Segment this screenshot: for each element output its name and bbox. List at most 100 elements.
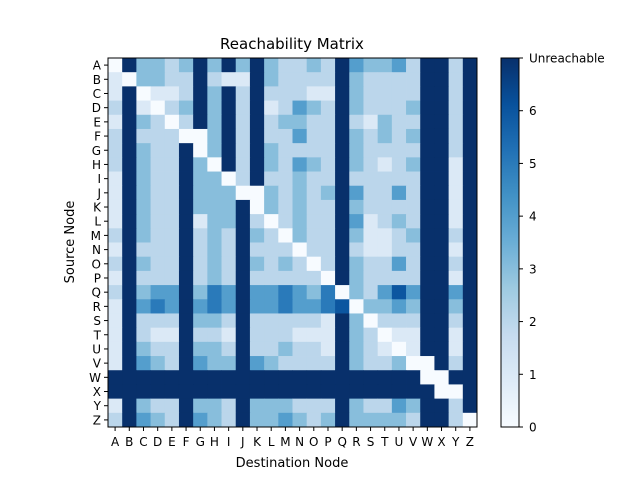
heatmap-cell (278, 199, 293, 215)
y-tick-label: R (93, 300, 101, 314)
heatmap-cell (434, 100, 450, 116)
heatmap-cell (320, 299, 336, 314)
heatmap-cell (150, 58, 166, 73)
heatmap-cell (448, 100, 464, 116)
heatmap-cell (193, 327, 208, 343)
heatmap-cell (249, 299, 265, 314)
heatmap-cell (363, 412, 379, 428)
heatmap-cell (235, 58, 251, 73)
heatmap-cell (292, 114, 308, 130)
heatmap-cell (335, 157, 350, 172)
colorbar-tick-label: 2 (529, 315, 537, 329)
y-tick-label: Y (93, 399, 102, 413)
heatmap-cell (136, 412, 151, 428)
heatmap-cell (108, 412, 123, 428)
heatmap-cell (320, 72, 336, 87)
heatmap-cell (349, 384, 364, 400)
heatmap-cell (122, 341, 137, 357)
heatmap-cell (320, 270, 336, 286)
heatmap-cell (164, 398, 180, 414)
heatmap-cell (122, 58, 137, 73)
heatmap-cell (264, 228, 279, 243)
heatmap-cell (420, 398, 435, 414)
heatmap-cell (136, 398, 151, 414)
heatmap-cell (136, 370, 151, 385)
heatmap-cell (122, 100, 137, 116)
heatmap-cell (235, 299, 251, 314)
heatmap-cell (363, 341, 379, 357)
heatmap-cell (278, 242, 293, 258)
heatmap-cell (235, 86, 251, 101)
x-tick-label: Q (337, 435, 346, 449)
heatmap-cell (207, 143, 222, 158)
y-tick-label: I (97, 172, 101, 186)
heatmap-cell (391, 228, 407, 243)
heatmap-cell (122, 128, 137, 144)
heatmap-cell (349, 370, 364, 385)
heatmap-cell (164, 242, 180, 258)
heatmap-cell (108, 157, 123, 172)
heatmap-cell (349, 270, 364, 286)
heatmap-cell (150, 327, 166, 343)
heatmap-cell (278, 114, 293, 130)
heatmap-cell (164, 199, 180, 215)
heatmap-cell (136, 242, 151, 258)
heatmap-cell (349, 256, 364, 272)
heatmap-cell (136, 185, 151, 201)
heatmap-cell (448, 214, 464, 229)
heatmap-cell (164, 58, 180, 73)
heatmap-cell (235, 72, 251, 87)
heatmap-cell (207, 114, 222, 130)
heatmap-cell (249, 72, 265, 87)
heatmap-cell (462, 327, 478, 343)
x-tick-label: V (409, 435, 418, 449)
heatmap-cell (349, 299, 364, 314)
heatmap-cell (335, 171, 350, 187)
heatmap-cell (420, 270, 435, 286)
heatmap-cell (122, 72, 137, 87)
x-tick-label: D (153, 435, 162, 449)
heatmap-cell (178, 128, 194, 144)
heatmap-cell (164, 285, 180, 300)
heatmap-cell (264, 58, 279, 73)
y-tick-label: G (92, 144, 101, 158)
heatmap-cell (292, 356, 308, 371)
heatmap-cell (377, 356, 393, 371)
heatmap-cell (363, 242, 379, 258)
heatmap-cell (320, 114, 336, 130)
heatmap-cell (278, 370, 293, 385)
heatmap-cell (221, 398, 237, 414)
heatmap-cell (235, 341, 251, 357)
heatmap-cell (406, 242, 421, 258)
heatmap-cell (306, 398, 322, 414)
heatmap-cell (349, 86, 364, 101)
heatmap-cell (136, 341, 151, 357)
heatmap-cell (108, 370, 123, 385)
heatmap-cell (349, 341, 364, 357)
y-tick-label: T (93, 328, 102, 342)
heatmap-cell (278, 285, 293, 300)
heatmap-cell (207, 398, 222, 414)
y-tick-label: V (93, 357, 102, 371)
heatmap-cell (320, 341, 336, 357)
heatmap-cell (363, 128, 379, 144)
heatmap-cell (306, 299, 322, 314)
heatmap-cell (249, 256, 265, 272)
heatmap-cell (207, 128, 222, 144)
heatmap-cell (249, 199, 265, 215)
heatmap-cell (391, 143, 407, 158)
heatmap-cell (278, 228, 293, 243)
heatmap-cell (406, 285, 421, 300)
heatmap-cell (306, 86, 322, 101)
heatmap-cell (235, 242, 251, 258)
heatmap-cells (108, 58, 478, 428)
heatmap-cell (391, 313, 407, 329)
heatmap-cell (462, 313, 478, 329)
heatmap-cell (221, 86, 237, 101)
x-tick-label: Y (451, 435, 460, 449)
x-tick-label: C (139, 435, 147, 449)
heatmap-cell (420, 256, 435, 272)
heatmap-cell (292, 228, 308, 243)
heatmap-cell (193, 398, 208, 414)
heatmap-cell (221, 285, 237, 300)
